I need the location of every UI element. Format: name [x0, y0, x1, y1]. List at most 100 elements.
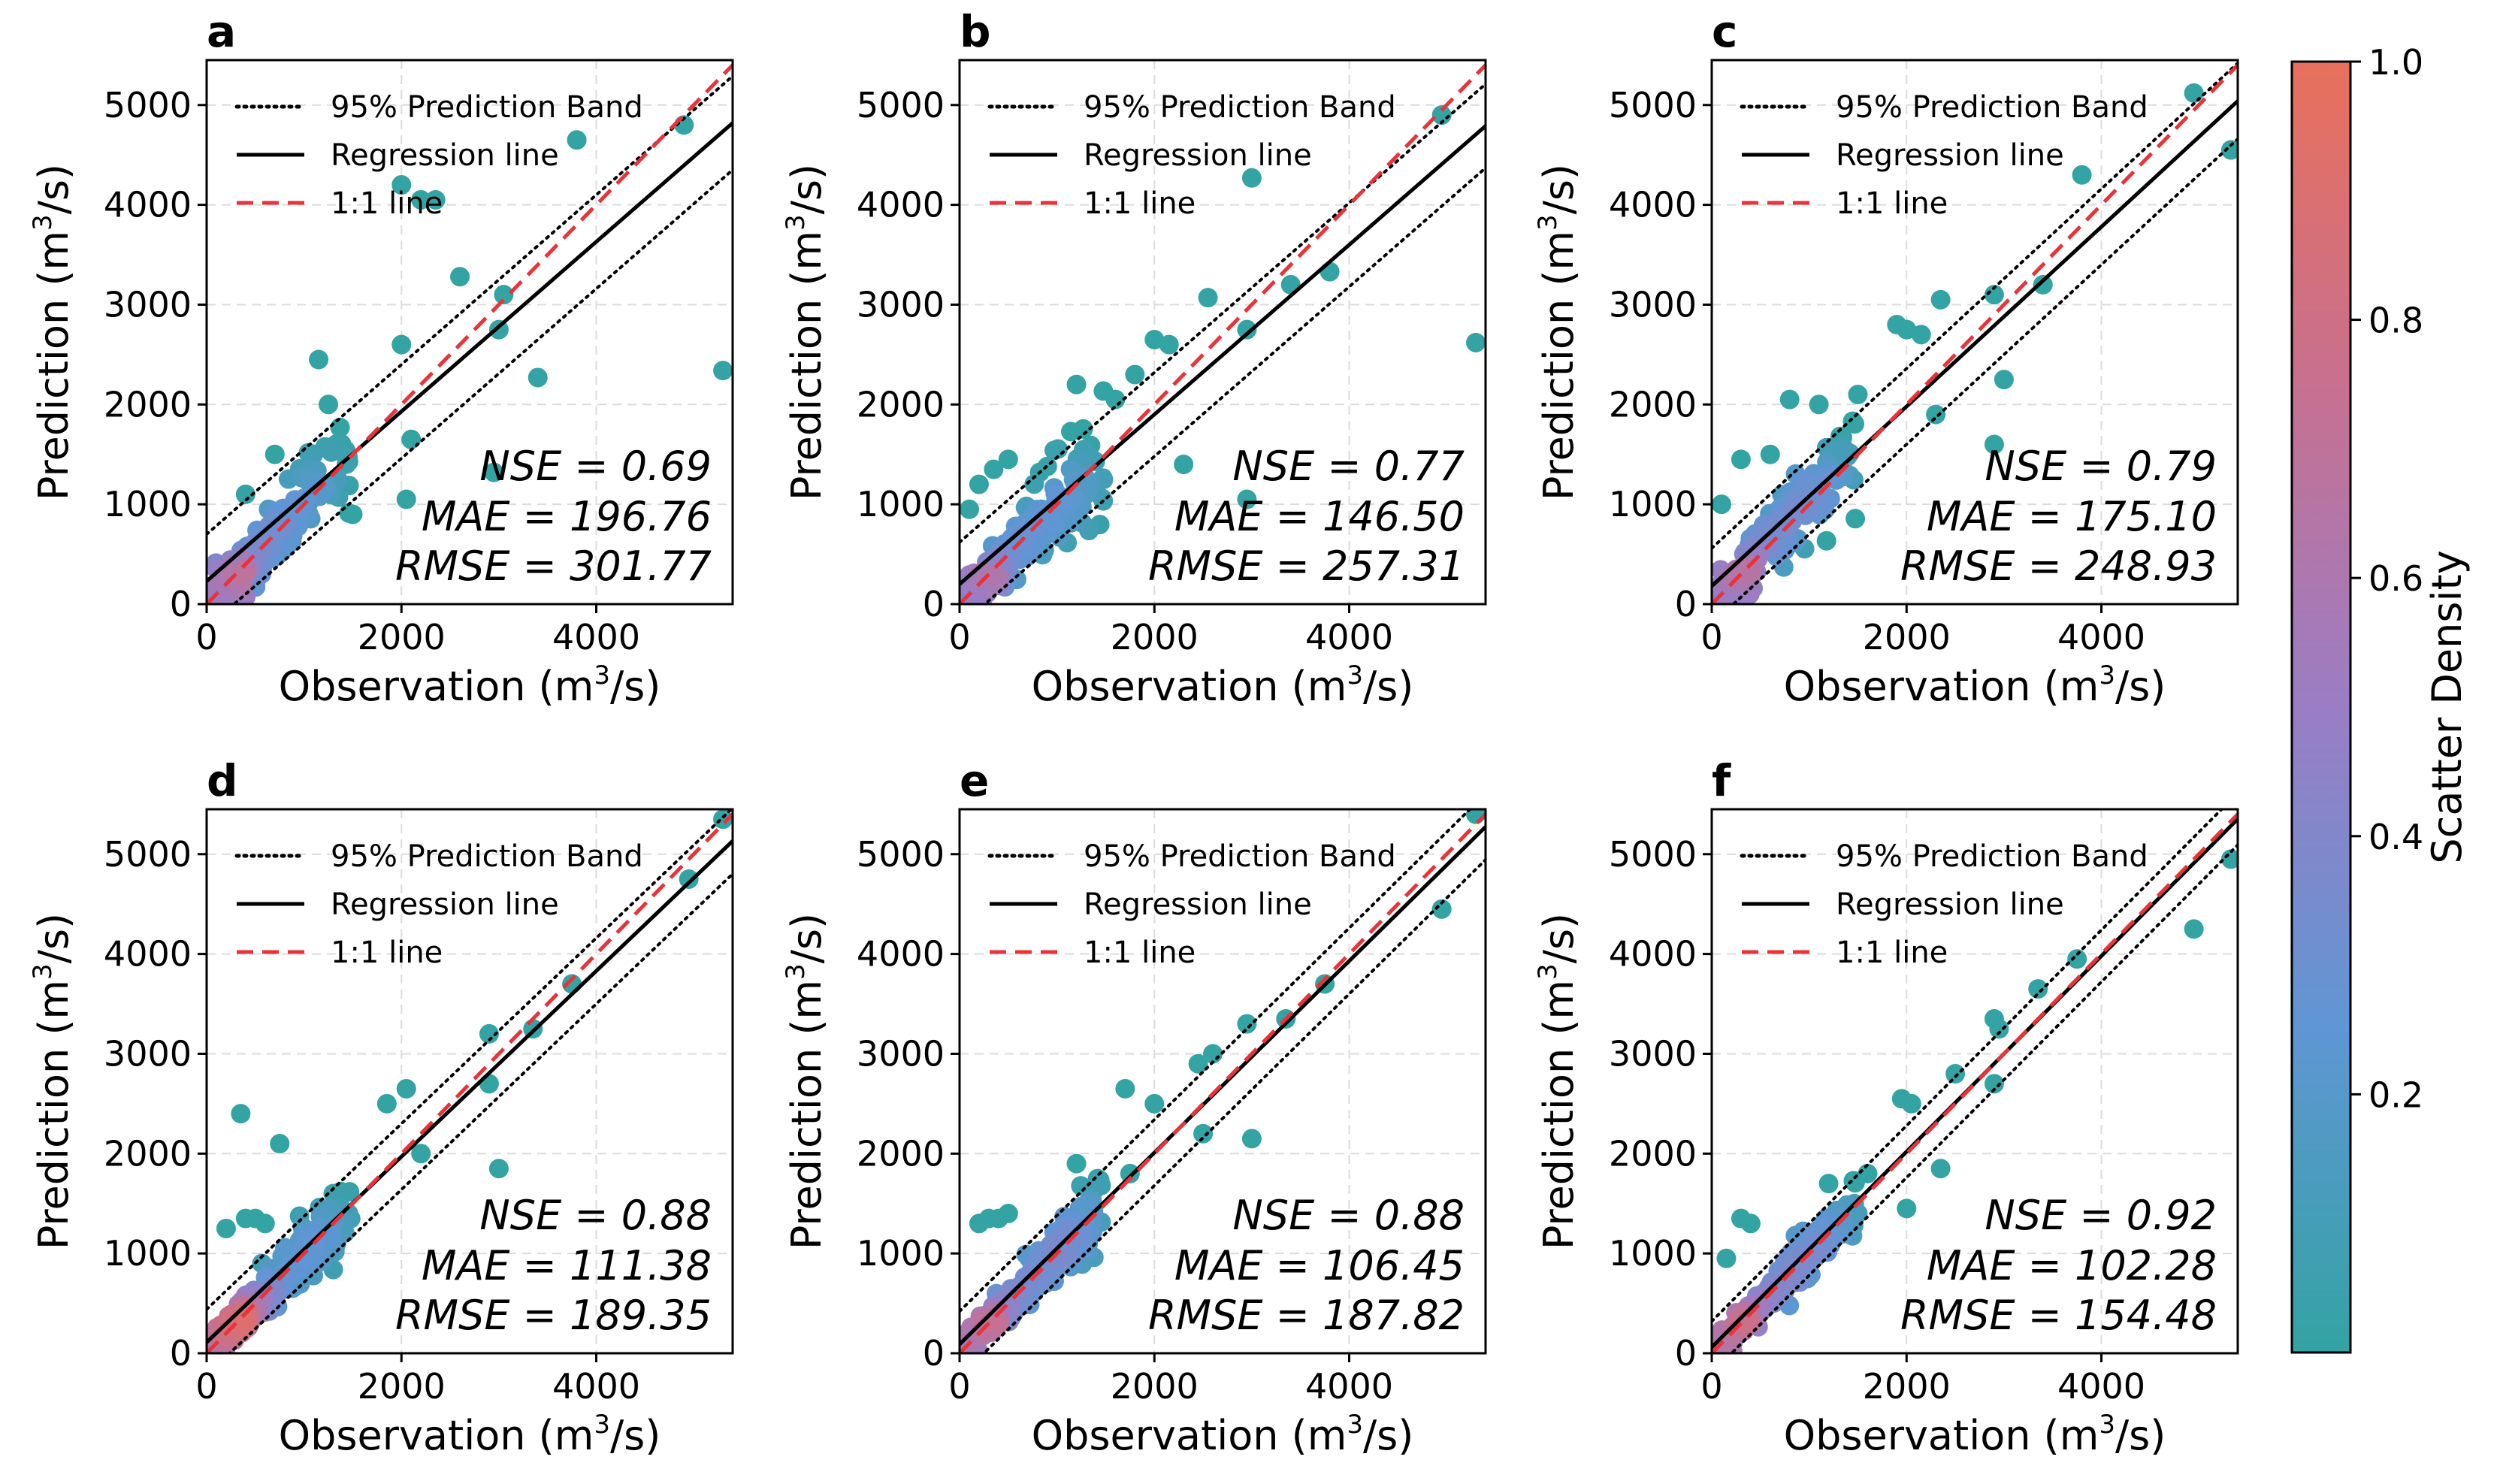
stat-nse: NSE = 0.88 [479, 1192, 712, 1239]
line-group [960, 63, 1486, 604]
x-axis-label: Observation (m3/s) [1032, 1410, 1414, 1459]
panel-d: 0 2000 4000 0 1000 2000 3000 4000 5000 Observatio… [28, 755, 734, 1459]
scatter-point [713, 361, 733, 381]
x-axis-label-exponent: 3 [2099, 1410, 2115, 1440]
scatter-point [450, 267, 470, 287]
legend-label: Regression line [331, 138, 559, 173]
y-tick-label: 0 [170, 1333, 192, 1374]
colorbar: 0.2 0.4 0.6 0.8 1.0 Scatter Density [2290, 42, 2471, 1354]
scatter-point [1105, 389, 1126, 410]
colorbar-tick-label: 0.4 [2368, 817, 2423, 857]
scatter-point [1466, 809, 1486, 824]
y-axis-label-tail: /s) [783, 164, 830, 214]
x-tick-label: 0 [195, 617, 217, 657]
scatter-point [321, 442, 341, 462]
scatter-point [1144, 1093, 1165, 1114]
y-tick-label: 5000 [857, 834, 945, 875]
scatter-point [1740, 564, 1760, 584]
x-axis-label-exponent: 3 [1347, 1410, 1363, 1440]
stat-mae: MAE = 111.38 [422, 1242, 712, 1289]
scatter-point [1945, 1064, 1966, 1084]
one-to-one-line [207, 63, 733, 604]
scatter-point [411, 1144, 431, 1164]
scatter-point [1887, 315, 1907, 335]
x-axis-label-exponent: 3 [2099, 660, 2115, 691]
scatter-point [998, 449, 1018, 470]
axes-frame [958, 59, 1487, 606]
y-tick-label: 4000 [857, 934, 945, 975]
legend-label: 95% Prediction Band [1084, 90, 1396, 125]
colorbar-tick-label: 1.0 [2368, 42, 2423, 83]
scatter-point [425, 189, 446, 210]
scatter-point [2220, 849, 2238, 869]
x-tick-label: 0 [1700, 1366, 1722, 1407]
scatter-point [401, 429, 422, 449]
prediction-band-line [207, 809, 733, 1311]
legend-label: 1:1 line [1084, 186, 1196, 221]
legend-label: 1:1 line [1084, 935, 1196, 970]
x-tick-label: 4000 [2057, 1366, 2145, 1407]
panel-label: e [960, 755, 989, 806]
x-axis-label-tail: /s) [1363, 1412, 1413, 1459]
panel-c: 0 2000 4000 0 1000 2000 3000 4000 5000 Observatio… [1533, 6, 2239, 710]
regression-line [960, 825, 1486, 1346]
scatter-point [1740, 1213, 1761, 1234]
y-axis-label: Prediction (m3/s) [1533, 164, 1583, 500]
legend-label: Regression line [331, 887, 559, 922]
one-to-one-line [960, 812, 1486, 1353]
y-tick-label: 0 [923, 1333, 945, 1374]
y-tick-label: 4000 [104, 934, 192, 975]
legend-label: Regression line [1836, 138, 2064, 173]
scatter-point [479, 1074, 499, 1094]
scatter-point [1818, 1174, 1839, 1194]
scatter-point [2067, 949, 2087, 969]
one-to-one-line [960, 63, 1486, 604]
y-tick-label: 5000 [1609, 85, 1697, 125]
y-tick-label: 1000 [1609, 1233, 1697, 1274]
x-tick-label: 2000 [1111, 1366, 1199, 1407]
x-tick-label: 2000 [1111, 617, 1199, 657]
colorbar-gradient [2290, 60, 2352, 1354]
scatter-point [1198, 288, 1218, 308]
y-tick-label: 3000 [104, 284, 192, 325]
prediction-band-line [231, 168, 733, 604]
scatter-point [1901, 1093, 1921, 1114]
x-axis-label-tail: /s) [610, 663, 661, 710]
scatter-point [1984, 285, 2004, 305]
one-to-one-line [1712, 812, 2238, 1353]
y-tick-label: 4000 [104, 185, 192, 225]
scatter-point [1930, 1159, 1951, 1179]
scatter-point [1061, 422, 1081, 442]
y-tick-label: 2000 [857, 384, 945, 425]
y-tick-label: 0 [170, 584, 192, 624]
axes-frame [205, 808, 734, 1355]
scatter-point [1431, 899, 1452, 919]
scatter-point [1320, 261, 1340, 282]
legend-label: 1:1 line [331, 186, 443, 221]
scatter-point [1809, 394, 1829, 415]
prediction-band-line [960, 82, 1486, 544]
stat-rmse: RMSE = 154.48 [1900, 1292, 2217, 1339]
x-axis-label-tail: /s) [2115, 663, 2166, 710]
x-tick-label: 4000 [2057, 617, 2145, 657]
prediction-band-line [1731, 137, 2238, 604]
y-tick-label: 4000 [1609, 185, 1697, 225]
scatter-point [1712, 494, 1731, 515]
x-tick-label: 0 [195, 1366, 217, 1407]
scatter-point [309, 349, 329, 370]
panel-label: c [1712, 6, 1737, 57]
y-axis-label: Prediction (m3/s) [781, 913, 830, 1250]
scatter-point [2184, 83, 2204, 103]
regression-line [207, 121, 733, 583]
colorbar-tick-label: 0.2 [2368, 1074, 2423, 1115]
y-tick-label: 3000 [857, 284, 945, 325]
stat-rmse: RMSE = 248.93 [1900, 543, 2217, 590]
y-tick-label: 3000 [104, 1033, 192, 1074]
scatter-point [396, 1078, 416, 1099]
y-tick-label: 1000 [857, 484, 945, 524]
scatter-point [1188, 1053, 1208, 1074]
y-axis-label-exponent: 3 [1533, 963, 1563, 980]
y-tick-label: 5000 [104, 85, 192, 125]
x-tick-label: 2000 [358, 617, 446, 657]
y-tick-label: 3000 [1609, 284, 1697, 325]
